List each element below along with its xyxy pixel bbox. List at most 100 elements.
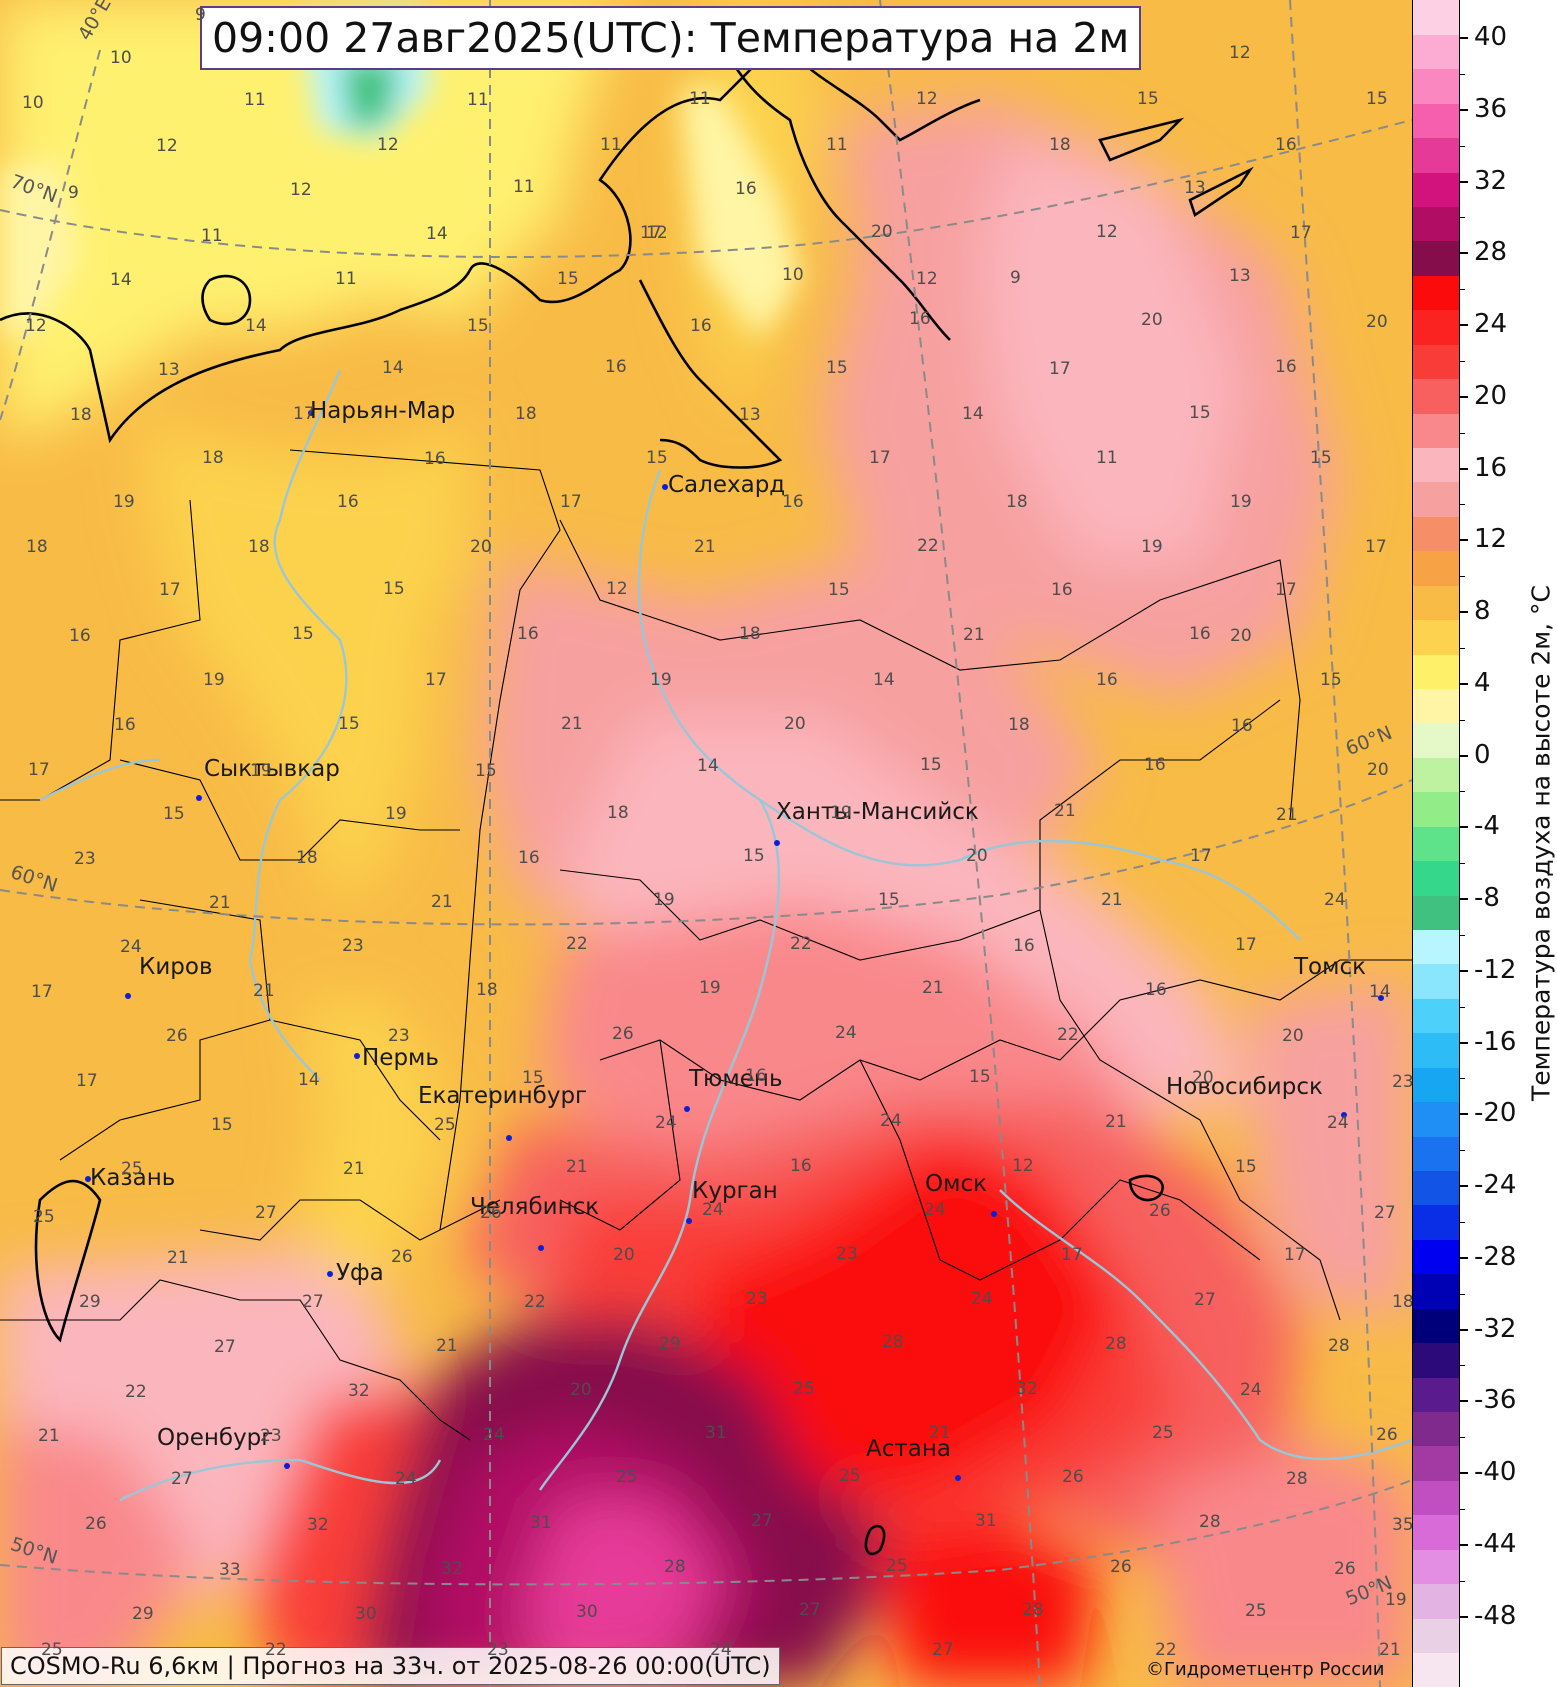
temperature-value: 16 (1275, 135, 1297, 155)
temperature-value: 24 (880, 1111, 902, 1131)
temperature-value: 18 (476, 980, 498, 1000)
temperature-value: 15 (1366, 89, 1388, 109)
colorbar-tick (1460, 826, 1468, 829)
colorbar-tick-label: -4 (1474, 811, 1500, 842)
temperature-value: 28 (882, 1332, 904, 1352)
colorbar-segment (1413, 929, 1459, 965)
graticule (0, 0, 1412, 1687)
city-marker (1341, 1112, 1347, 1118)
colorbar-segment (1413, 826, 1459, 862)
temperature-value: 22 (917, 536, 939, 556)
temperature-value: 20 (1230, 626, 1252, 646)
temperature-value: 22 (1155, 1640, 1177, 1660)
temperature-value: 17 (1284, 1245, 1306, 1265)
temperature-value: 22 (1057, 1025, 1079, 1045)
city-label: Тюмень (689, 1066, 783, 1092)
colorbar-tick (1460, 1113, 1468, 1116)
city-marker (955, 1475, 961, 1481)
temperature-value: 15 (383, 579, 405, 599)
temperature-value: 21 (1379, 1640, 1401, 1660)
colorbar-tick (1460, 1400, 1468, 1403)
temperature-value: 27 (255, 1203, 277, 1223)
temperature-value: 21 (1101, 890, 1123, 910)
temperature-value: 9 (68, 183, 79, 203)
temperature-value: 28 (1199, 1512, 1221, 1532)
colorbar-segment (1413, 378, 1459, 414)
city-label: Омск (925, 1171, 987, 1197)
colorbar-tick-label: 8 (1474, 596, 1491, 626)
colorbar-segment (1413, 68, 1459, 104)
temperature-value: 21 (561, 714, 583, 734)
temperature-value: 26 (1334, 1559, 1356, 1579)
temperature-value: 26 (391, 1247, 413, 1267)
colorbar-minor-tick (1460, 1006, 1465, 1008)
colorbar-tick-label: 28 (1474, 237, 1508, 268)
temperature-value: 18 (1006, 492, 1028, 512)
colorbar-tick (1460, 539, 1468, 542)
city-marker (354, 1053, 360, 1059)
colorbar (1412, 0, 1460, 1687)
temperature-value: 17 (1235, 935, 1257, 955)
colorbar-tick-label: 32 (1474, 165, 1508, 196)
colorbar-segment (1413, 413, 1459, 449)
colorbar-segment (1413, 344, 1459, 380)
temperature-value: 15 (163, 804, 185, 824)
temperature-value: 17 (1061, 1245, 1083, 1265)
city-label: Нарьян-Мар (310, 398, 456, 424)
temperature-value: 17 (640, 223, 662, 243)
city-marker (1378, 995, 1384, 1001)
temperature-value: 16 (424, 449, 446, 469)
temperature-value: 16 (517, 624, 539, 644)
colorbar-tick-label: 24 (1474, 309, 1508, 339)
city-label: Курган (692, 1178, 778, 1204)
temperature-value: 12 (25, 316, 47, 336)
colorbar-segment (1413, 1136, 1459, 1172)
temperature-value: 21 (431, 892, 453, 912)
temperature-value: 23 (388, 1026, 410, 1046)
temperature-value: 12 (1229, 43, 1251, 63)
temperature-value: 16 (745, 1066, 767, 1086)
temperature-value: 12 (290, 180, 312, 200)
city-marker (662, 484, 668, 490)
temperature-value: 17 (1049, 359, 1071, 379)
colorbar-tick-label: -44 (1474, 1528, 1517, 1559)
colorbar-tick-label: 0 (1474, 739, 1491, 770)
colorbar-minor-tick (1460, 504, 1465, 506)
colorbar-segment (1413, 550, 1459, 586)
colorbar-tick (1460, 1328, 1468, 1331)
colorbar-tick-label: 4 (1474, 667, 1491, 698)
colorbar-segment (1413, 1342, 1459, 1378)
colorbar-tick (1460, 252, 1468, 255)
temperature-value: 14 (245, 316, 267, 336)
colorbar-segment (1413, 654, 1459, 690)
temperature-value: 17 (1290, 223, 1312, 243)
city-marker (684, 1106, 690, 1112)
temperature-value: 17 (1275, 580, 1297, 600)
temperature-value: 29 (659, 1334, 681, 1354)
temperature-value: 14 (110, 270, 132, 290)
temperature-value: 28 (664, 1557, 686, 1577)
temperature-value: 17 (76, 1071, 98, 1091)
colorbar-segment (1413, 964, 1459, 999)
temperature-value: 25 (1245, 1601, 1267, 1621)
temperature-value: 21 (209, 893, 231, 913)
temperature-value: 15 (1310, 448, 1332, 468)
temperature-value: 11 (467, 90, 489, 110)
temperature-value: 26 (1376, 1425, 1398, 1445)
temperature-value: 21 (566, 1157, 588, 1177)
temperature-value: 32 (348, 1381, 370, 1401)
colorbar-segment (1413, 1618, 1459, 1654)
colorbar-segment (1413, 688, 1459, 724)
colorbar-segment (1413, 1101, 1459, 1137)
temperature-value: 15 (646, 448, 668, 468)
region-borders (0, 449, 1412, 1441)
colorbar-segment (1413, 895, 1459, 931)
temperature-value: 21 (694, 537, 716, 557)
temperature-value: 26 (1110, 1557, 1132, 1577)
colorbar-segment (1413, 516, 1459, 552)
temperature-value: 15 (211, 1115, 233, 1135)
colorbar-segment (1413, 206, 1459, 242)
colorbar-segment (1413, 0, 1459, 35)
temperature-value: 16 (735, 179, 757, 199)
city-marker (85, 1176, 91, 1182)
